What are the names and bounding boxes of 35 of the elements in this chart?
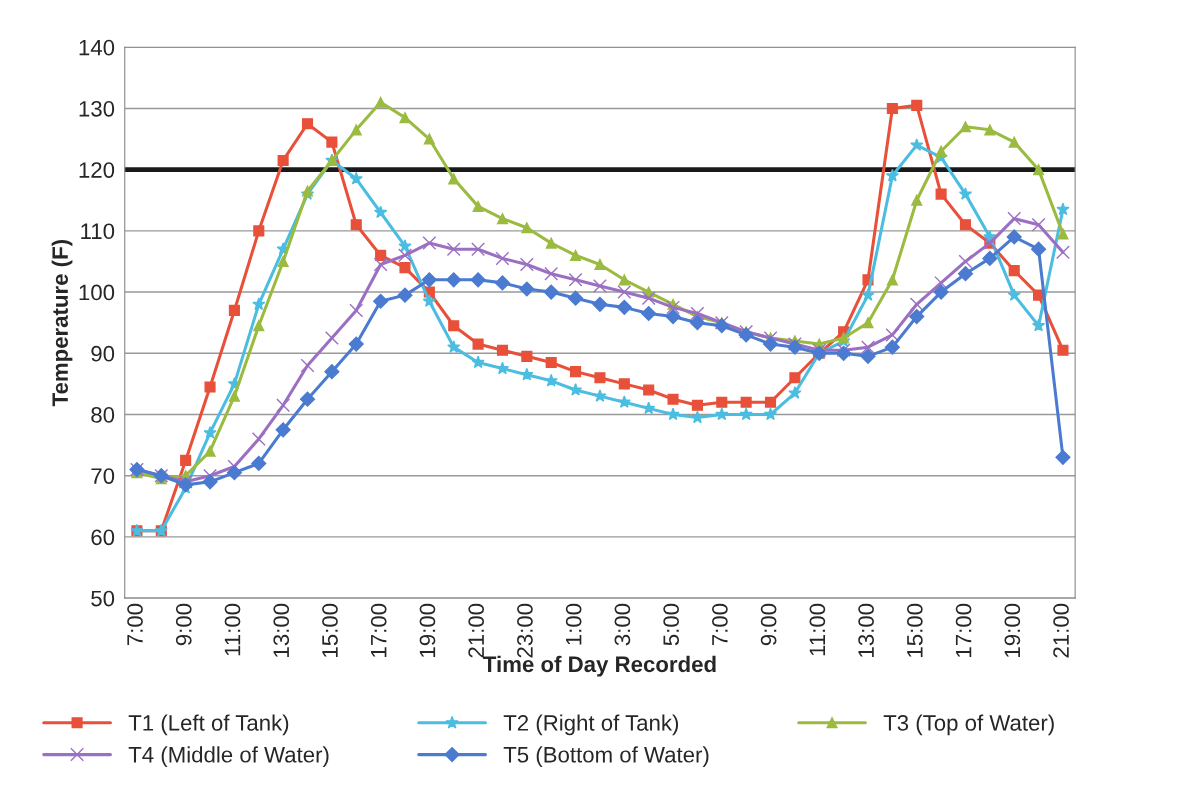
- x-tick-label: 17:00: [955, 603, 972, 657]
- x-tick-label: 13:00: [273, 603, 290, 657]
- y-tick-label: 90: [91, 345, 115, 362]
- legend-label: T2 (Right of Tank): [503, 714, 679, 736]
- y-tick-label: 70: [91, 468, 115, 484]
- x-tick-label: 17:00: [370, 603, 387, 657]
- x-tick-label: 3:00: [614, 603, 631, 646]
- x-tick-label: 11:00: [224, 603, 241, 656]
- x-tick-label: 13:00: [858, 603, 874, 657]
- legend-label: T5 (Bottom of Water): [503, 746, 709, 767]
- y-tick-label: 120: [79, 162, 115, 178]
- y-tick-label: 130: [79, 100, 115, 117]
- x-tick-label: 15:00: [322, 603, 338, 657]
- legend-label: T1 (Left of Tank): [128, 714, 289, 736]
- y-tick-label: 100: [79, 284, 115, 301]
- x-tick-label: 7:00: [127, 603, 143, 646]
- x-tick-label: 11:00: [809, 603, 826, 656]
- x-tick-label: 7:00: [712, 603, 728, 646]
- legend-label: T3 (Top of Water): [883, 714, 1054, 736]
- x-tick-label: 9:00: [175, 603, 192, 646]
- y-tick-label: 110: [81, 223, 115, 240]
- x-tick-label: 1:00: [565, 603, 582, 645]
- x-tick-label: 5:00: [663, 603, 680, 646]
- y-tick-label: 60: [91, 529, 115, 546]
- x-tick-label: 15:00: [906, 603, 923, 657]
- y-axis-title: Temperature (F): [51, 240, 73, 407]
- y-tick-label: 80: [91, 407, 115, 423]
- legend-label: T4 (Middle of Water): [128, 746, 329, 767]
- x-tick-label: 19:00: [419, 603, 436, 657]
- x-tick-label: 9:00: [760, 603, 777, 646]
- y-tick-label: 50: [91, 590, 115, 607]
- x-tick-label: 21:00: [468, 603, 485, 658]
- x-tick-label: 21:00: [1053, 603, 1069, 658]
- x-tick-label: 19:00: [1004, 603, 1021, 657]
- y-tick-label: 140: [79, 39, 115, 56]
